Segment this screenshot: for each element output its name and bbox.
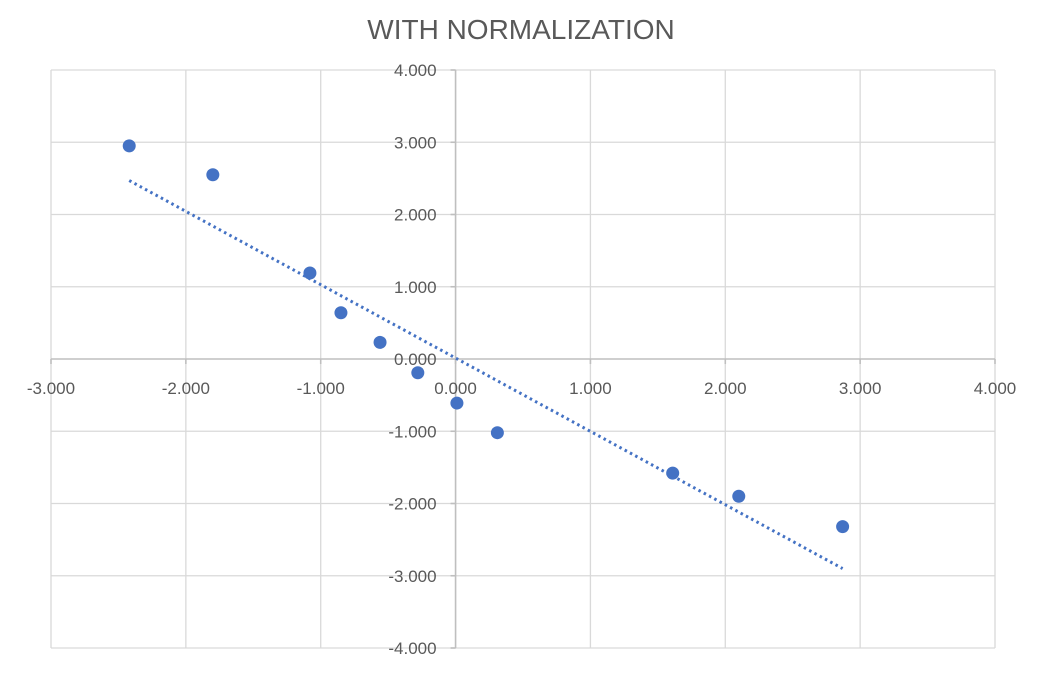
x-tick-label: -1.000 [297, 379, 345, 398]
data-point [666, 466, 680, 480]
data-point [411, 366, 425, 380]
linear-trendline [128, 179, 844, 570]
axes [50, 69, 996, 649]
data-point [490, 426, 504, 440]
x-tick-label: 1.000 [569, 379, 612, 398]
x-tick-label: -2.000 [162, 379, 210, 398]
x-tick-label: 3.000 [839, 379, 882, 398]
data-points [122, 139, 850, 534]
x-tick-label: 2.000 [704, 379, 747, 398]
y-tick-label: -4.000 [388, 639, 436, 658]
y-tick-label: 3.000 [394, 133, 437, 152]
data-point [373, 335, 387, 349]
trendline-layer [128, 179, 844, 570]
data-point [450, 396, 464, 410]
y-tick-label: 4.000 [394, 61, 437, 80]
x-tick-label: 0.000 [434, 379, 477, 398]
data-point [122, 139, 136, 153]
chart-title: WITH NORMALIZATION [367, 14, 674, 45]
y-tick-label: -3.000 [388, 567, 436, 586]
tick-labels: -3.000 -2.000 -1.000 0.000 1.000 2.000 3.000 4.… [27, 61, 1016, 658]
y-tick-label: 1.000 [394, 278, 437, 297]
data-point [303, 266, 317, 280]
x-tick-label: -3.000 [27, 379, 75, 398]
y-tick-label: 2.000 [394, 206, 437, 225]
x-tick-label: 4.000 [974, 379, 1017, 398]
y-tick-label: 0.000 [394, 350, 437, 369]
data-point [206, 168, 220, 182]
data-point [334, 306, 348, 320]
data-point [836, 520, 850, 534]
data-point [732, 489, 746, 503]
y-tick-label: -2.000 [388, 495, 436, 514]
y-tick-label: -1.000 [388, 422, 436, 441]
